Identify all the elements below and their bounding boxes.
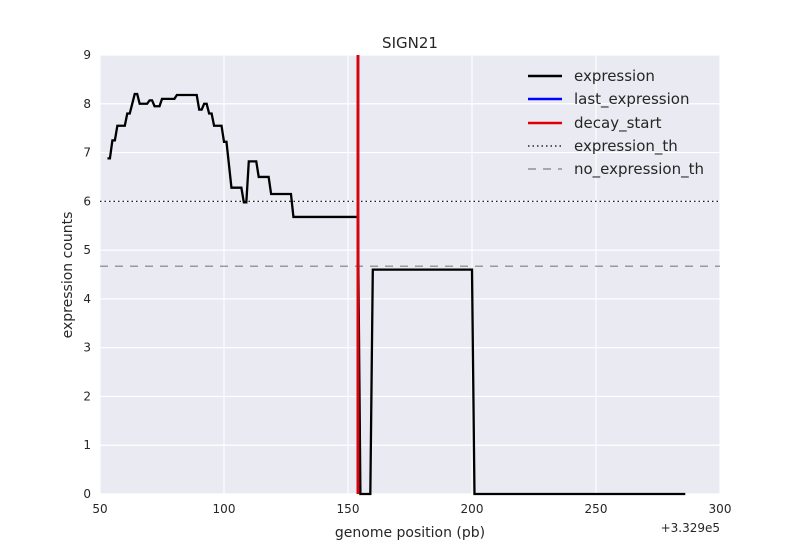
y-tick-label-3: 3 xyxy=(83,341,91,355)
grid xyxy=(99,54,721,495)
y-axis-label: expression counts xyxy=(60,212,76,339)
y-tick-label-4: 4 xyxy=(83,292,91,306)
x-tick-label-100: 100 xyxy=(213,502,236,516)
chart-title: SIGN21 xyxy=(382,34,438,52)
y-tick-label-9: 9 xyxy=(83,48,91,62)
legend-label-expression: expression xyxy=(574,67,655,85)
x-tick-label-300: 300 xyxy=(709,502,732,516)
y-tick-label-1: 1 xyxy=(83,438,91,452)
legend-label-no-expression-th: no_expression_th xyxy=(574,160,704,179)
legend: expression last_expression decay_start e… xyxy=(528,67,704,179)
legend-item-decay-start: decay_start xyxy=(528,114,662,133)
legend-label-decay-start: decay_start xyxy=(574,114,662,133)
legend-item-no-expression-th: no_expression_th xyxy=(528,160,704,179)
series-line-expression xyxy=(107,92,686,496)
x-tick-label-250: 250 xyxy=(585,502,608,516)
y-tick-label-8: 8 xyxy=(83,97,91,111)
legend-label-expression-th: expression_th xyxy=(574,137,678,156)
x-tick-labels: 50 100 150 200 250 300 xyxy=(92,502,731,516)
y-tick-label-2: 2 xyxy=(83,389,91,403)
legend-item-last-expression: last_expression xyxy=(528,90,689,109)
y-tick-label-7: 7 xyxy=(83,146,91,160)
x-offset-label: +3.329e5 xyxy=(661,521,720,535)
x-tick-label-50: 50 xyxy=(92,502,107,516)
legend-item-expression-th: expression_th xyxy=(528,137,678,156)
y-tick-label-6: 6 xyxy=(83,194,91,208)
legend-item-expression: expression xyxy=(528,67,655,85)
x-tick-label-150: 150 xyxy=(337,502,360,516)
y-tick-labels: 0 1 2 3 4 5 6 7 8 9 xyxy=(83,48,91,501)
y-tick-label-0: 0 xyxy=(83,487,91,501)
x-tick-label-200: 200 xyxy=(461,502,484,516)
x-axis-label: genome position (pb) xyxy=(335,525,485,541)
legend-label-last-expression: last_expression xyxy=(574,90,689,109)
series-layer xyxy=(107,55,686,496)
reference-lines xyxy=(100,200,720,267)
plot-area xyxy=(100,55,720,494)
y-tick-label-5: 5 xyxy=(83,243,91,257)
